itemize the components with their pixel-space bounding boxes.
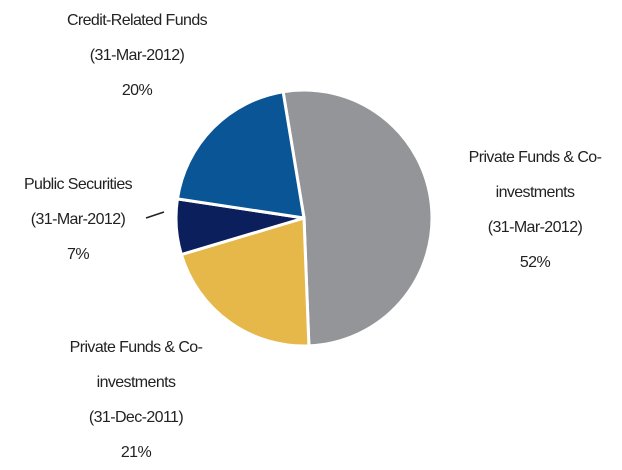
slice-label: Public Securities (31-Mar-2012) 7% (0, 167, 173, 272)
value-label: 20% (121, 82, 153, 99)
category-label: Private Funds & Co-investments (468, 149, 602, 201)
page: (() => { const data = JSON.parse(documen… (0, 3, 622, 461)
category-label: Private Funds & Co-investments (69, 339, 203, 391)
leader-line (145, 211, 165, 219)
value-label: 52% (519, 254, 551, 271)
date-label: (31-Mar-2012) (30, 211, 126, 228)
slice-label: Credit-Related Funds (31-Mar-2012) 20% (42, 3, 232, 108)
date-label: (31-Mar-2012) (487, 219, 583, 236)
date-label: (31-Mar-2012) (89, 47, 185, 64)
chart (145, 88, 434, 348)
category-label: Credit-Related Funds (66, 12, 208, 29)
pie-slice (179, 216, 311, 348)
category-label: Public Securities (23, 176, 133, 193)
slice-label: Private Funds & Co-investments (31-Dec-20… (41, 330, 231, 470)
pie-slice (175, 89, 306, 220)
value-label: 7% (67, 246, 90, 263)
slice-label: Private Funds & Co-investments (31-Mar-20… (440, 140, 622, 280)
value-label: 21% (120, 444, 152, 461)
pie-slice (281, 88, 434, 348)
date-label: (31-Dec-2011) (88, 409, 184, 426)
